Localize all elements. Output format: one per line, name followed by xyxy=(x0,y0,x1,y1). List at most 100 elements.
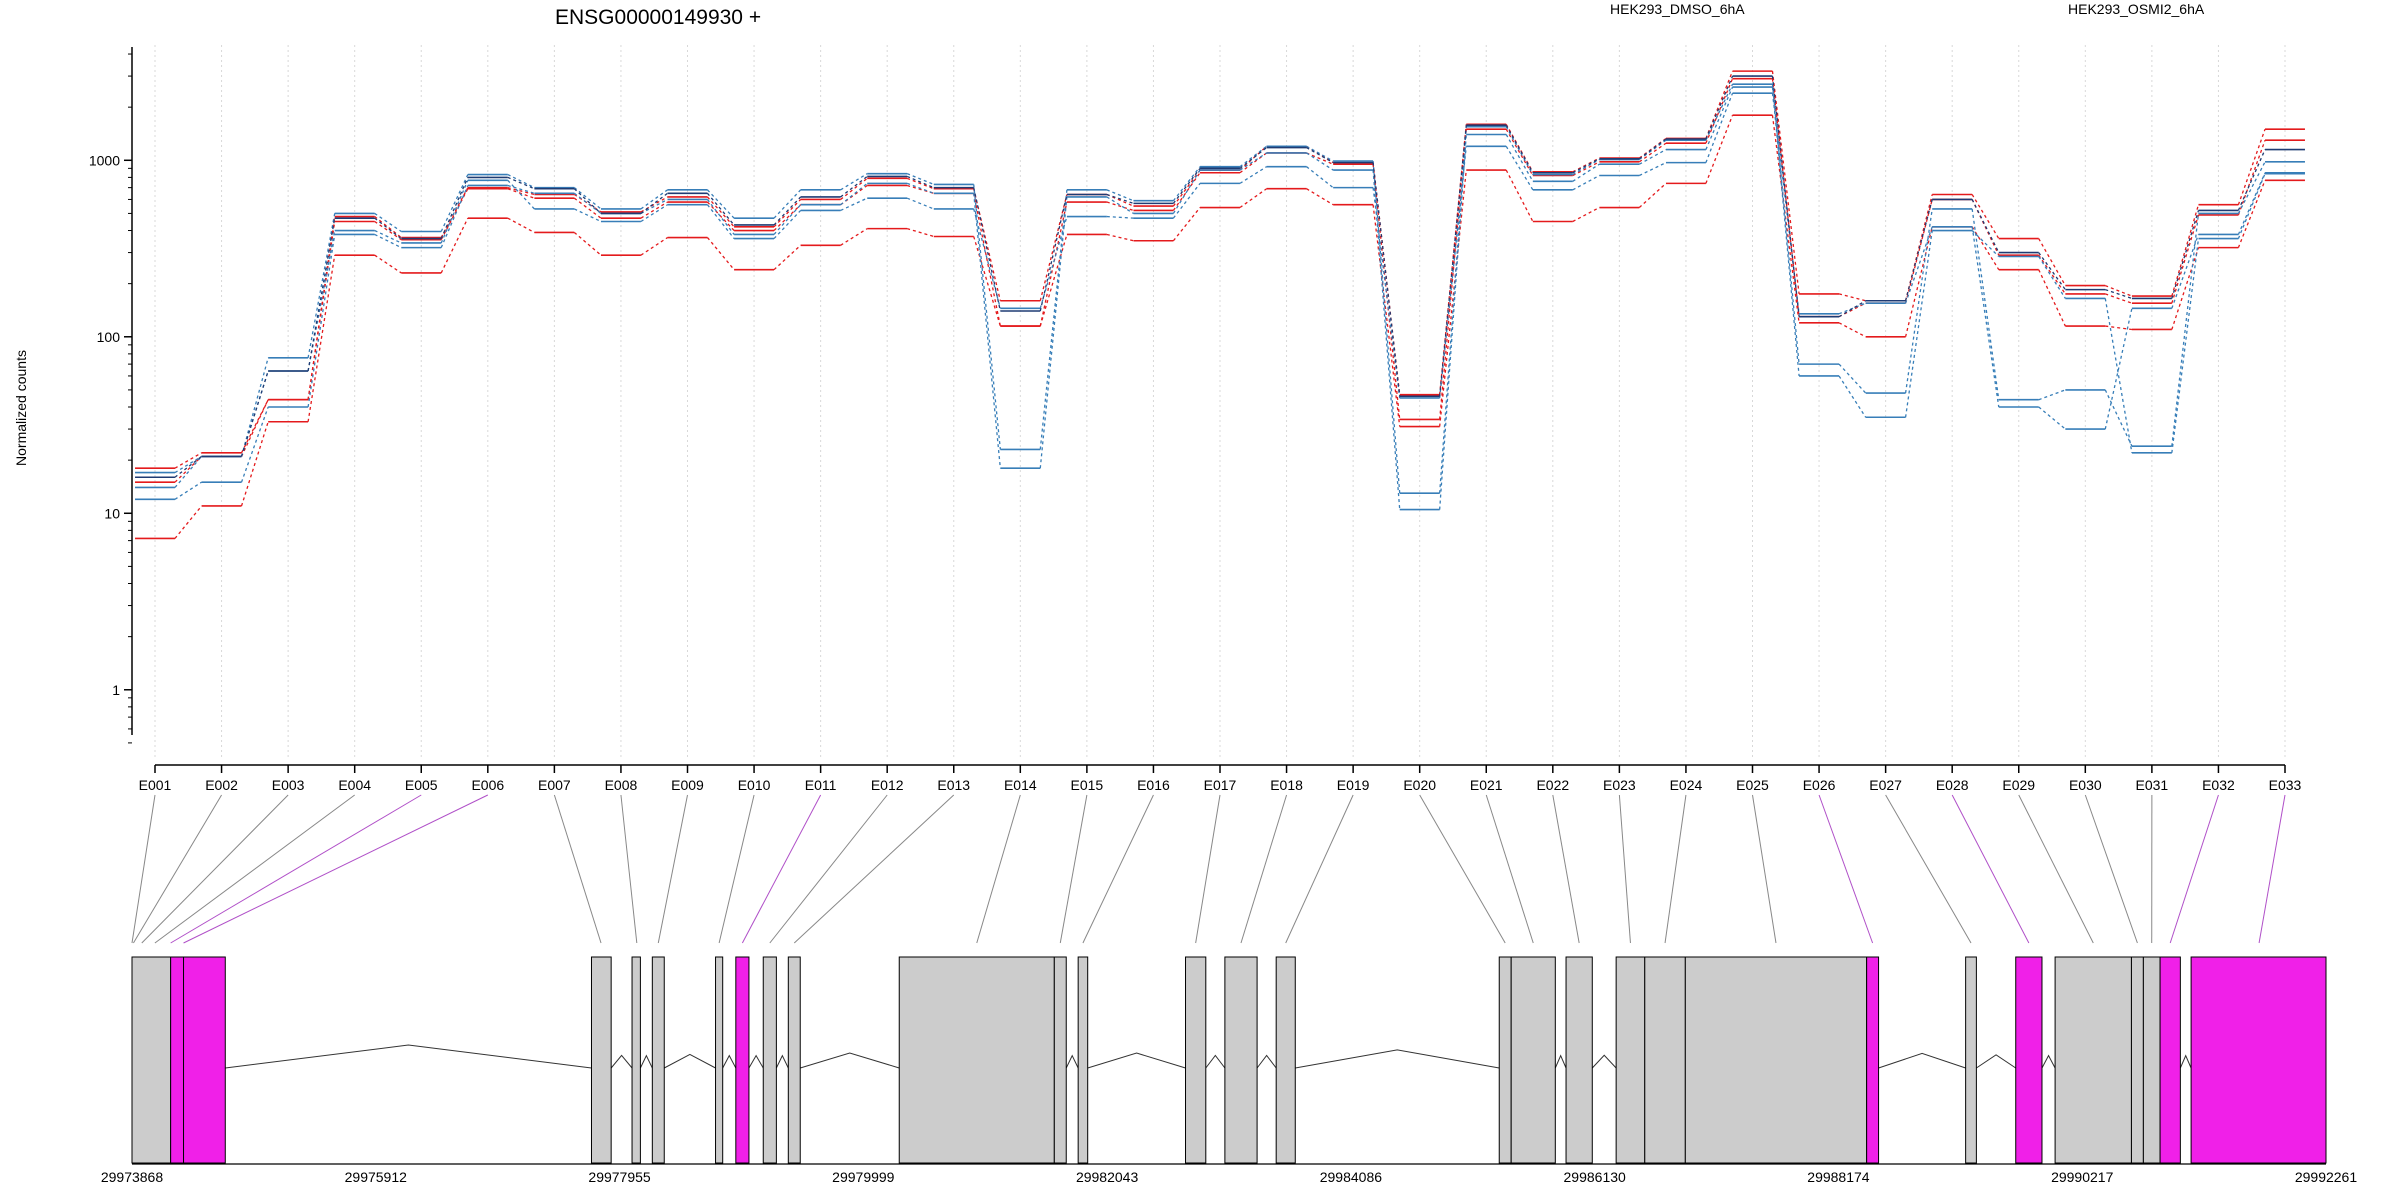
series-7-link-16 xyxy=(1172,167,1201,204)
series-3-link-29 xyxy=(2038,269,2066,327)
x-tick-label-e019: E019 xyxy=(1337,777,1370,793)
series-3-link-9 xyxy=(706,237,735,271)
series-3-link-18 xyxy=(1306,188,1334,206)
connector-e002 xyxy=(133,794,222,944)
series-1-link-6 xyxy=(507,187,535,196)
series-6-link-3 xyxy=(307,234,336,408)
highlighted-exon-2 xyxy=(170,956,185,1164)
series-6-link-5 xyxy=(440,185,469,248)
series-5-link-18 xyxy=(1306,166,1334,189)
series-3-link-8 xyxy=(640,236,668,256)
series-1-link-9 xyxy=(706,196,735,228)
grid-lines xyxy=(154,45,2286,760)
connector-e004 xyxy=(154,794,355,944)
series-7-link-3 xyxy=(307,218,336,372)
gene-model xyxy=(131,956,2327,1164)
series-7-link-24 xyxy=(1705,75,1734,140)
series-3-link-7 xyxy=(573,231,602,256)
intron-13 xyxy=(1087,1052,1186,1069)
highlighted-exon-25 xyxy=(2015,956,2043,1164)
x-tick-label-e021: E021 xyxy=(1470,777,1503,793)
exon-block-1 xyxy=(131,956,172,1164)
series-2-link-30 xyxy=(2105,293,2133,304)
series-5-link-9 xyxy=(706,204,735,240)
connector-e012 xyxy=(769,794,888,944)
x-tick-label-e010: E010 xyxy=(738,777,771,793)
series-7-link-6 xyxy=(507,176,535,190)
series-7-link-14 xyxy=(1039,194,1068,312)
series-5-link-17 xyxy=(1239,166,1267,184)
exon-block-27 xyxy=(2130,956,2144,1164)
coordinate-label-9: 29990217 xyxy=(2051,1169,2114,1185)
intron-8 xyxy=(748,1054,764,1069)
intron-24 xyxy=(1976,1054,2017,1069)
series-4-link-22 xyxy=(1572,158,1600,176)
highlighted-exon-3 xyxy=(183,956,226,1164)
connector-e010 xyxy=(718,794,755,944)
x-tick-label-e026: E026 xyxy=(1803,777,1836,793)
series-5-link-5 xyxy=(440,180,469,244)
series-2-link-20 xyxy=(1439,129,1467,420)
series-1-link-14 xyxy=(1039,194,1068,301)
series-7-link-4 xyxy=(374,217,402,240)
series-2-link-23 xyxy=(1638,142,1667,163)
exon-block-19 xyxy=(1565,956,1593,1164)
series-2-link-16 xyxy=(1172,172,1201,211)
intron-15 xyxy=(1256,1054,1277,1069)
series-5-link-12 xyxy=(906,197,935,210)
series-1-link-30 xyxy=(2105,284,2133,297)
series-3-link-30 xyxy=(2105,325,2132,331)
x-tick-label-e008: E008 xyxy=(605,777,638,793)
series-3-link-10 xyxy=(773,244,802,271)
series-5-link-3 xyxy=(307,230,336,372)
connector-e020 xyxy=(1419,794,1506,944)
series-4-link-1 xyxy=(174,455,202,474)
intron-16 xyxy=(1295,1049,1500,1069)
series-7-link-7 xyxy=(573,188,602,214)
series-3-link-32 xyxy=(2237,180,2266,248)
series-3-link-20 xyxy=(1439,170,1467,427)
connector-e032 xyxy=(2169,794,2219,944)
series-3-link-27 xyxy=(1904,226,1933,337)
chart-title: ENSG00000149930 + xyxy=(555,6,761,29)
exon-block-6 xyxy=(651,956,665,1164)
connector-e001 xyxy=(131,794,156,944)
x-tick-label-e023: E023 xyxy=(1603,777,1636,793)
connector-e028 xyxy=(1951,794,2030,944)
series-5-link-28 xyxy=(1971,226,2000,408)
series-7-link-10 xyxy=(773,196,802,226)
series-3-link-6 xyxy=(507,217,535,234)
series-4-link-28 xyxy=(1971,208,2000,400)
series-5-link-1 xyxy=(174,455,203,488)
series-4-link-16 xyxy=(1172,166,1201,202)
series-3-link-3 xyxy=(307,255,336,422)
y-tick-label-1: 1 xyxy=(112,682,120,698)
x-tick-label-e002: E002 xyxy=(205,777,238,793)
x-tick-label-e016: E016 xyxy=(1137,777,1170,793)
series-1-link-17 xyxy=(1239,145,1268,171)
series-2-link-9 xyxy=(706,201,735,231)
x-tick-label-e015: E015 xyxy=(1071,777,1104,793)
series-5-link-16 xyxy=(1172,182,1201,219)
series-1-link-22 xyxy=(1572,157,1600,173)
series-3-link-2 xyxy=(240,421,269,507)
intron-9 xyxy=(775,1054,789,1069)
series-3-link-26 xyxy=(1838,322,1866,338)
series-6-link-17 xyxy=(1239,152,1267,171)
coordinate-label-7: 29986130 xyxy=(1564,1169,1627,1185)
series-7-link-5 xyxy=(440,177,469,239)
series-1-link-32 xyxy=(2237,128,2266,205)
connector-e006 xyxy=(183,794,489,944)
series-4-link-19 xyxy=(1372,161,1401,494)
series-4-link-6 xyxy=(507,173,535,189)
series-7-link-11 xyxy=(840,175,868,198)
series-6-link-20 xyxy=(1439,134,1467,510)
legend-osmi2: HEK293_OSMI2_6hA xyxy=(2068,1,2205,17)
series-5-link-6 xyxy=(507,179,535,210)
series-7 xyxy=(135,75,2305,479)
series-6 xyxy=(135,86,2305,511)
series-4-link-2 xyxy=(240,357,269,457)
connector-e009 xyxy=(657,794,688,944)
x-tick-label-e004: E004 xyxy=(338,777,371,793)
exon-connectors xyxy=(131,794,2286,944)
